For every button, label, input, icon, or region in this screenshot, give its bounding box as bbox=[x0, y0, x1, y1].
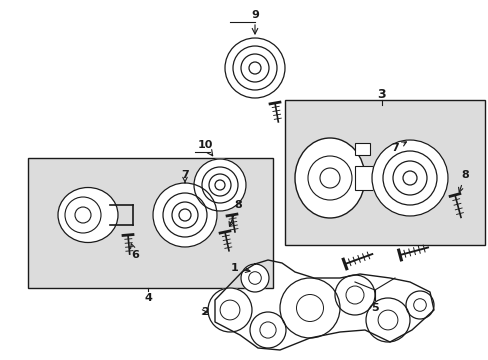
Circle shape bbox=[365, 298, 409, 342]
Circle shape bbox=[405, 291, 433, 319]
Circle shape bbox=[153, 183, 217, 247]
Text: 7: 7 bbox=[390, 142, 406, 153]
Text: 7: 7 bbox=[181, 170, 188, 183]
Bar bbox=[28, 158, 272, 288]
Text: 3: 3 bbox=[377, 87, 386, 100]
Ellipse shape bbox=[294, 138, 364, 218]
Circle shape bbox=[371, 140, 447, 216]
Circle shape bbox=[249, 312, 285, 348]
Ellipse shape bbox=[58, 188, 118, 243]
Circle shape bbox=[207, 288, 251, 332]
Circle shape bbox=[241, 264, 268, 292]
Text: 6: 6 bbox=[130, 244, 139, 260]
Text: 5: 5 bbox=[370, 303, 378, 313]
Bar bbox=[354, 143, 369, 155]
Circle shape bbox=[65, 197, 101, 233]
Text: 8: 8 bbox=[458, 170, 468, 192]
Circle shape bbox=[224, 38, 285, 98]
Text: 1: 1 bbox=[231, 263, 249, 273]
Text: 8: 8 bbox=[228, 200, 242, 226]
Circle shape bbox=[334, 275, 374, 315]
Text: 10: 10 bbox=[197, 140, 212, 150]
Bar bbox=[285, 100, 484, 245]
Circle shape bbox=[194, 159, 245, 211]
Bar bbox=[354, 166, 372, 190]
Circle shape bbox=[280, 278, 339, 338]
Circle shape bbox=[307, 156, 351, 200]
Text: 9: 9 bbox=[250, 10, 259, 20]
Text: 2: 2 bbox=[201, 307, 208, 317]
Text: 4: 4 bbox=[144, 293, 152, 303]
